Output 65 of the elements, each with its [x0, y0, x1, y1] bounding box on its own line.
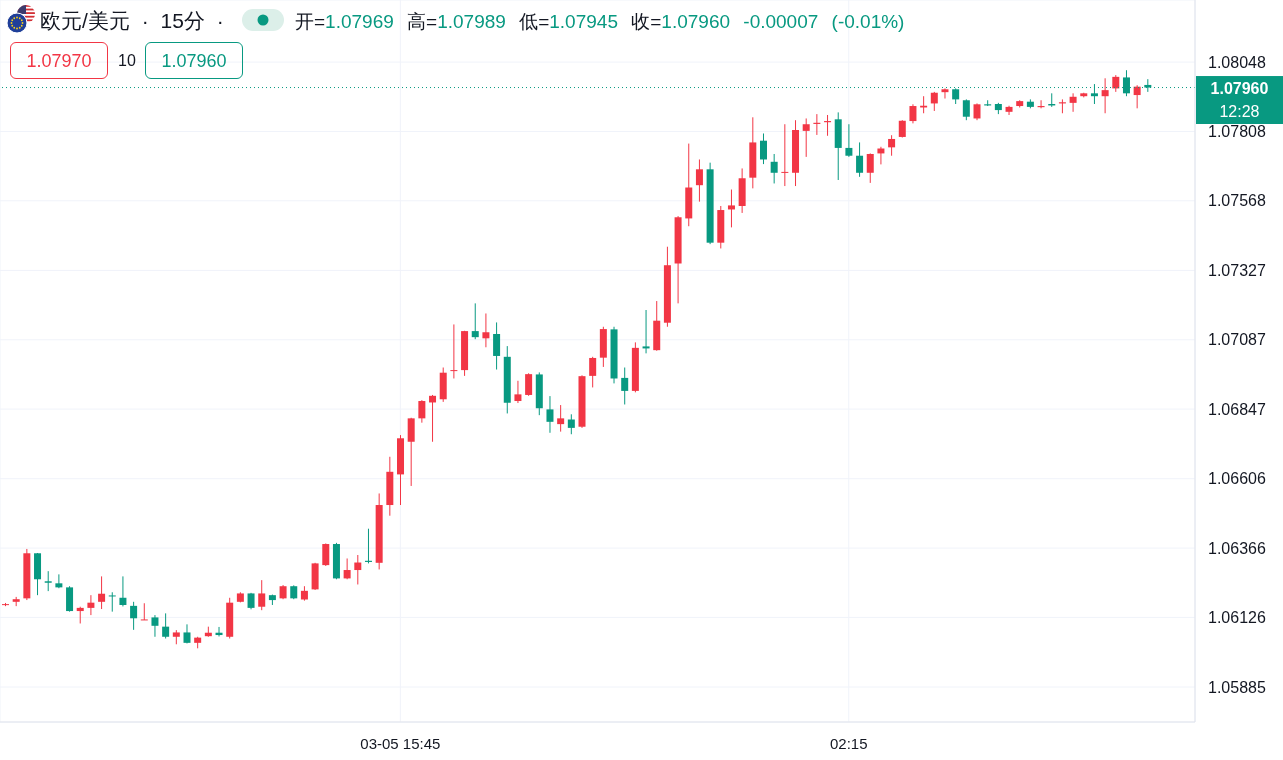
candlestick — [567, 413, 575, 435]
candlestick — [781, 123, 789, 187]
candlestick — [98, 575, 106, 610]
y-tick-label: 1.07808 — [1208, 123, 1266, 141]
candlestick — [642, 309, 650, 354]
candlestick — [845, 123, 853, 158]
candlestick — [130, 601, 138, 631]
candlestick — [930, 91, 938, 112]
candlestick — [525, 372, 533, 397]
text: 开=1.07969 高=1.07989 低=1.07945 收=1.07960 -0.00007 (-0.01%) — [295, 11, 905, 32]
y-tick-label: 1.07327 — [1208, 262, 1266, 280]
candlestick — [888, 134, 896, 157]
candlestick — [1069, 92, 1077, 113]
candlestick — [258, 579, 266, 611]
candlestick — [471, 302, 479, 340]
candlestick — [418, 399, 426, 424]
y-tick-label: 1.07087 — [1208, 331, 1266, 349]
candlestick — [1101, 77, 1109, 114]
y-tick-label: 1.06366 — [1208, 539, 1266, 557]
candlestick — [151, 614, 159, 638]
candlestick — [354, 554, 362, 585]
candlestick — [343, 557, 351, 580]
candlestick — [493, 321, 501, 371]
candlestick — [727, 189, 735, 228]
annotation: 1.07970 — [10, 42, 108, 79]
x-tick-label: 03-05 15:45 — [360, 734, 441, 752]
candlestick — [621, 367, 629, 405]
candlestick — [55, 573, 63, 589]
candlestick — [322, 542, 330, 567]
annotation: 1.07960 — [145, 42, 243, 79]
candlestick — [802, 117, 810, 158]
candlestick — [1133, 84, 1141, 109]
candlestick — [514, 380, 522, 404]
candlestick — [866, 152, 874, 184]
y-tick-label: 1.06847 — [1208, 400, 1266, 418]
candlestick — [108, 591, 116, 613]
candlestick — [119, 575, 127, 607]
annotation: 10 — [117, 50, 137, 71]
candlestick — [941, 87, 949, 100]
y-tick-label: 1.05885 — [1208, 678, 1266, 696]
candlestick — [407, 417, 415, 487]
text: 12:28 — [1196, 100, 1283, 124]
chart-title: 欧元/美元 · 15分 · — [40, 8, 224, 34]
candlestick — [770, 153, 778, 184]
candlestick — [482, 312, 490, 348]
y-tick-label: 1.06126 — [1208, 609, 1266, 627]
y-tick-label: 1.07568 — [1208, 192, 1266, 210]
candlestick — [557, 404, 565, 433]
y-tick-label: 1.06606 — [1208, 470, 1266, 488]
candlestick — [44, 570, 52, 592]
candlestick — [546, 395, 554, 434]
candlestick — [695, 158, 703, 203]
candlestick — [759, 132, 767, 165]
candlestick — [450, 323, 458, 379]
candlestick — [66, 585, 74, 613]
candlestick — [140, 602, 148, 621]
ref-line-label: 1.07960 — [1210, 79, 1269, 97]
candlestick — [909, 103, 917, 124]
y-tick-label: 1.08048 — [1208, 53, 1266, 71]
candlestick — [162, 612, 170, 639]
x-tick-label: 02:15 — [829, 734, 868, 752]
candlestick — [856, 141, 864, 178]
candlestick — [962, 98, 970, 121]
candlestick — [589, 356, 597, 388]
candlestick — [87, 594, 95, 616]
